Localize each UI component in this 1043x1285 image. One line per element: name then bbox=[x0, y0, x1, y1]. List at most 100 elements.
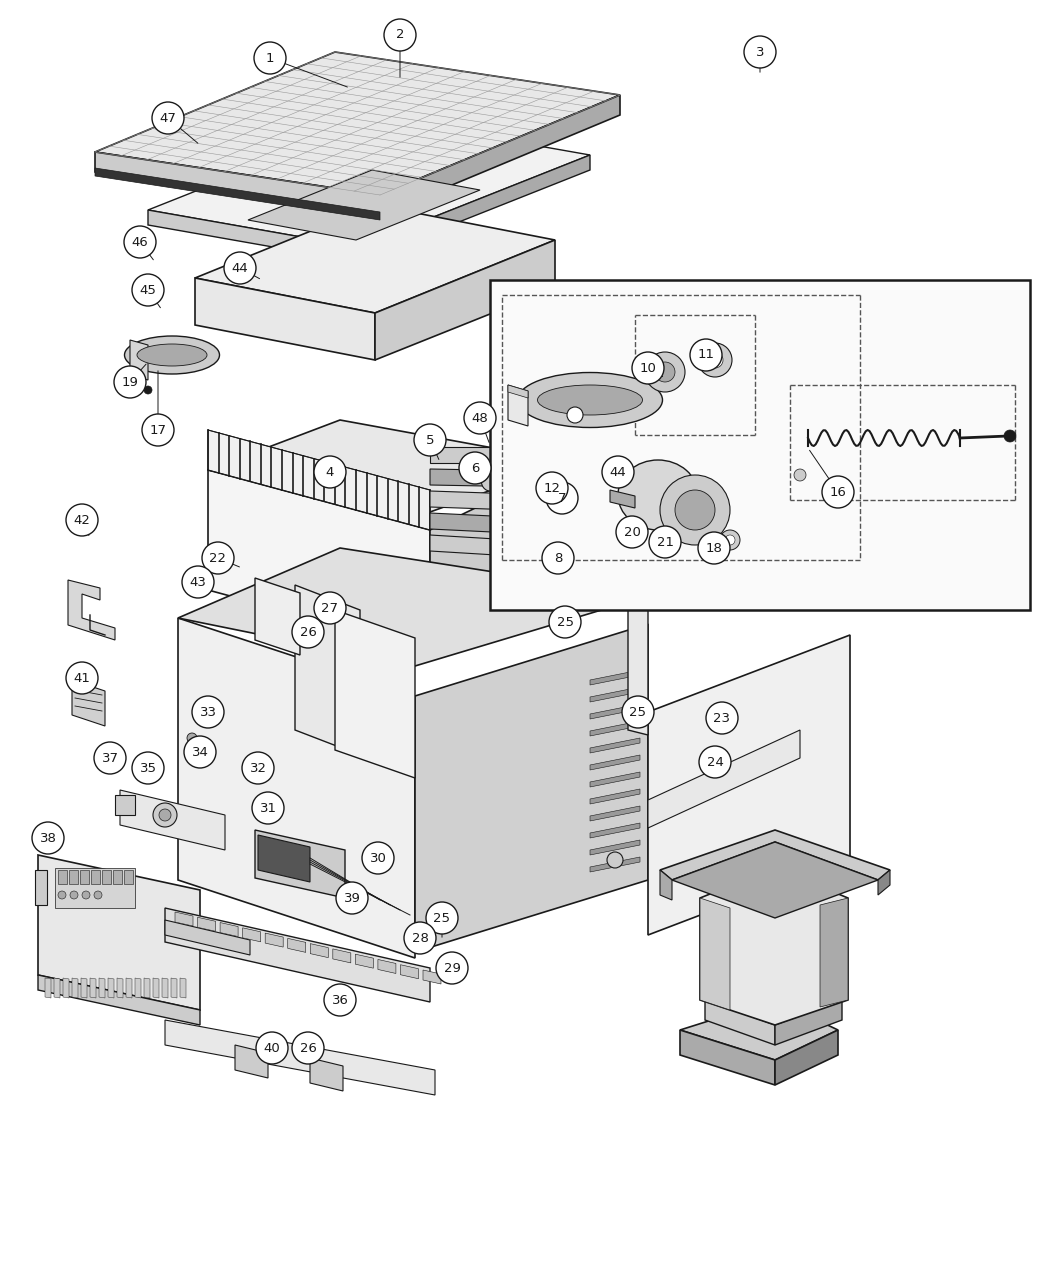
Polygon shape bbox=[590, 738, 640, 753]
Text: 30: 30 bbox=[369, 852, 387, 865]
Text: 35: 35 bbox=[140, 762, 156, 775]
Text: 48: 48 bbox=[471, 411, 488, 424]
Circle shape bbox=[142, 414, 174, 446]
Circle shape bbox=[336, 882, 368, 914]
Polygon shape bbox=[175, 912, 193, 926]
Bar bbox=[91, 870, 100, 884]
Polygon shape bbox=[590, 704, 640, 720]
Polygon shape bbox=[705, 1000, 775, 1045]
Text: 45: 45 bbox=[140, 284, 156, 297]
Text: 27: 27 bbox=[321, 601, 339, 614]
Polygon shape bbox=[117, 978, 123, 998]
Circle shape bbox=[655, 362, 675, 382]
Polygon shape bbox=[628, 596, 648, 735]
Text: 1: 1 bbox=[266, 51, 274, 64]
Polygon shape bbox=[130, 341, 148, 380]
Circle shape bbox=[292, 616, 324, 648]
Circle shape bbox=[690, 339, 722, 371]
Text: 12: 12 bbox=[543, 482, 560, 495]
Text: 33: 33 bbox=[199, 705, 217, 718]
Polygon shape bbox=[423, 970, 441, 984]
Ellipse shape bbox=[511, 493, 529, 515]
Circle shape bbox=[699, 747, 731, 777]
Text: 26: 26 bbox=[299, 1042, 316, 1055]
Text: 20: 20 bbox=[624, 526, 640, 538]
Polygon shape bbox=[680, 1031, 775, 1085]
Text: 19: 19 bbox=[122, 375, 139, 388]
Circle shape bbox=[675, 490, 715, 529]
Polygon shape bbox=[220, 923, 238, 937]
Circle shape bbox=[384, 19, 416, 51]
Circle shape bbox=[256, 1032, 288, 1064]
Polygon shape bbox=[68, 580, 115, 640]
Ellipse shape bbox=[618, 460, 698, 529]
Polygon shape bbox=[700, 898, 730, 1010]
Polygon shape bbox=[63, 978, 69, 998]
Polygon shape bbox=[590, 857, 640, 873]
Polygon shape bbox=[878, 870, 890, 894]
Polygon shape bbox=[99, 978, 105, 998]
Text: 46: 46 bbox=[131, 235, 148, 248]
Polygon shape bbox=[356, 955, 373, 968]
Bar bbox=[490, 280, 1030, 610]
Text: 5: 5 bbox=[426, 433, 434, 446]
Polygon shape bbox=[95, 51, 620, 195]
Polygon shape bbox=[72, 680, 105, 726]
Circle shape bbox=[822, 475, 854, 508]
Circle shape bbox=[660, 475, 730, 545]
Polygon shape bbox=[705, 975, 842, 1025]
Polygon shape bbox=[208, 470, 430, 650]
Polygon shape bbox=[335, 610, 415, 777]
Polygon shape bbox=[195, 278, 375, 360]
Circle shape bbox=[794, 469, 806, 481]
Text: 38: 38 bbox=[40, 831, 56, 844]
Polygon shape bbox=[265, 933, 284, 947]
Polygon shape bbox=[162, 978, 168, 998]
Polygon shape bbox=[144, 978, 150, 998]
Polygon shape bbox=[430, 513, 554, 535]
Circle shape bbox=[252, 792, 284, 824]
Circle shape bbox=[144, 386, 152, 394]
Circle shape bbox=[706, 702, 738, 734]
Polygon shape bbox=[310, 943, 329, 957]
Circle shape bbox=[324, 984, 356, 1016]
Polygon shape bbox=[430, 463, 571, 650]
Circle shape bbox=[181, 565, 214, 598]
Circle shape bbox=[114, 366, 146, 398]
Circle shape bbox=[192, 696, 224, 729]
Circle shape bbox=[94, 741, 126, 774]
Text: 32: 32 bbox=[249, 762, 267, 775]
Circle shape bbox=[314, 456, 346, 488]
Circle shape bbox=[645, 352, 685, 392]
Polygon shape bbox=[590, 806, 640, 821]
Bar bbox=[113, 870, 122, 884]
Polygon shape bbox=[380, 95, 620, 215]
Text: 40: 40 bbox=[264, 1042, 281, 1055]
Text: 11: 11 bbox=[698, 348, 714, 361]
Polygon shape bbox=[660, 870, 672, 899]
Text: 42: 42 bbox=[74, 514, 91, 527]
Text: 7: 7 bbox=[558, 491, 566, 505]
Circle shape bbox=[632, 352, 664, 384]
Text: 31: 31 bbox=[260, 802, 276, 815]
Polygon shape bbox=[95, 168, 380, 220]
Circle shape bbox=[698, 343, 732, 377]
Polygon shape bbox=[590, 669, 640, 685]
Text: 21: 21 bbox=[656, 536, 674, 549]
Text: 29: 29 bbox=[443, 961, 460, 974]
Circle shape bbox=[707, 352, 723, 368]
Ellipse shape bbox=[532, 470, 544, 488]
Ellipse shape bbox=[524, 446, 536, 464]
Circle shape bbox=[82, 891, 90, 899]
Text: 8: 8 bbox=[554, 551, 562, 564]
Polygon shape bbox=[81, 978, 87, 998]
Text: 25: 25 bbox=[557, 616, 574, 628]
Circle shape bbox=[152, 102, 184, 134]
Bar bbox=[102, 870, 111, 884]
Bar bbox=[124, 870, 134, 884]
Polygon shape bbox=[178, 547, 648, 666]
Polygon shape bbox=[333, 948, 350, 962]
Text: 4: 4 bbox=[325, 465, 334, 478]
Circle shape bbox=[1004, 430, 1016, 442]
Circle shape bbox=[464, 402, 496, 434]
